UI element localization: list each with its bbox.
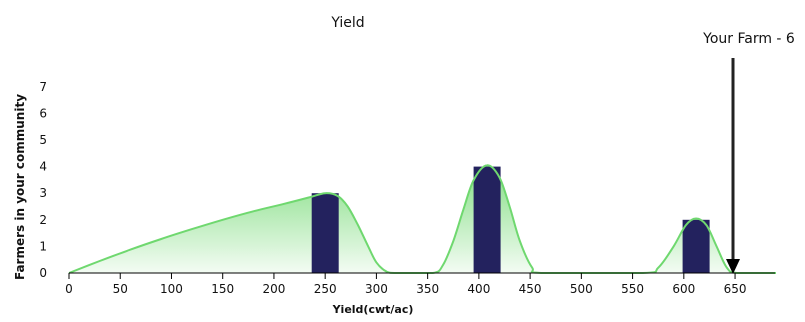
- bar-1: [473, 166, 501, 273]
- x-axis-label: Yield(cwt/ac): [332, 303, 414, 316]
- density-area: [69, 165, 776, 273]
- your-farm-marker-label: Your Farm - 6: [702, 31, 795, 47]
- y-tick-label-1: 1: [39, 239, 47, 253]
- x-tick-label-50: 50: [113, 282, 128, 296]
- x-tick-label-200: 200: [262, 282, 285, 296]
- x-tick-label-600: 600: [672, 282, 695, 296]
- y-tick-label-3: 3: [39, 186, 47, 200]
- y-tick-label-0: 0: [39, 266, 47, 280]
- x-tick-label-0: 0: [65, 282, 73, 296]
- x-tick-label-300: 300: [365, 282, 388, 296]
- density-curve: [68, 164, 776, 274]
- x-tick-label-100: 100: [160, 282, 183, 296]
- y-tick-label-4: 4: [39, 160, 47, 174]
- y-tick-label-6: 6: [39, 106, 47, 120]
- y-axis-label: Farmers in your community: [13, 94, 27, 280]
- x-tick-label-150: 150: [211, 282, 234, 296]
- x-tick-label-500: 500: [570, 282, 593, 296]
- x-tick-label-450: 450: [519, 282, 542, 296]
- chart-title: Yield: [330, 15, 364, 31]
- your-farm-arrow-head: [726, 259, 741, 274]
- x-tick-label-550: 550: [621, 282, 644, 296]
- bar-0: [311, 193, 339, 273]
- y-tick-label-2: 2: [39, 213, 47, 227]
- x-tick-label-400: 400: [467, 282, 490, 296]
- y-tick-label-7: 7: [39, 80, 47, 94]
- x-tick-label-650: 650: [724, 282, 747, 296]
- bar-2: [682, 219, 710, 273]
- plot-area: 0 50 100 150 200 250 300 350 400 450 500 550 600 650 0…: [39, 58, 776, 296]
- y-tick-label-5: 5: [39, 133, 47, 147]
- x-tick-label-350: 350: [416, 282, 439, 296]
- x-tick-label-250: 250: [314, 282, 337, 296]
